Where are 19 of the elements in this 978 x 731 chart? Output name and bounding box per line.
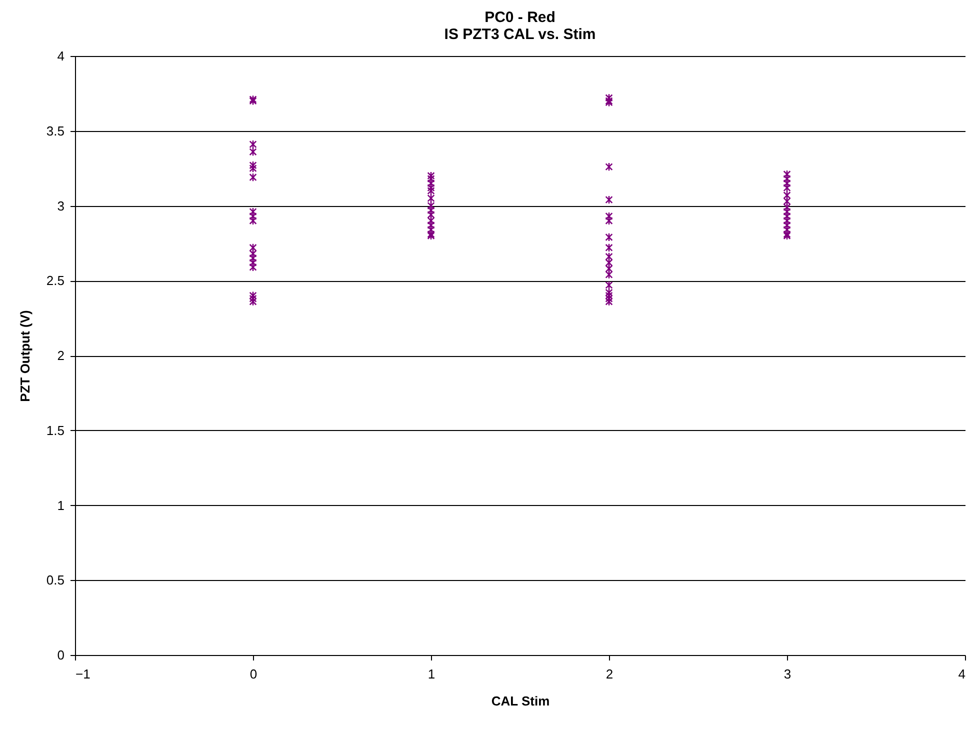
x-tick-label: −1	[76, 666, 90, 682]
y-tick-label: 2.5	[46, 273, 64, 288]
x-tick-label: 4	[958, 666, 966, 682]
y-tick-label: 3.5	[46, 123, 64, 138]
y-tick-label: 2	[57, 348, 64, 363]
y-tick-label: 0.5	[46, 572, 64, 588]
y-tick-label: 0	[57, 648, 64, 662]
y-tick-label: 1.5	[46, 422, 64, 438]
y-tick-label: 3	[57, 198, 64, 214]
x-tick-label: 3	[784, 666, 792, 682]
y-axis-title: PZT Output (V)	[17, 310, 32, 402]
x-tick-label: 0	[250, 666, 258, 682]
chart-subtitle: IS PZT3 CAL vs. Stim	[444, 26, 596, 43]
chart-title: PC0 - Red	[484, 9, 556, 26]
x-axis-title: CAL Stim	[491, 694, 550, 708]
x-tick-label: 2	[606, 666, 614, 682]
y-tick-label: 1	[57, 498, 64, 513]
x-tick-label: 1	[428, 666, 436, 682]
y-tick-label: 4	[57, 48, 64, 64]
